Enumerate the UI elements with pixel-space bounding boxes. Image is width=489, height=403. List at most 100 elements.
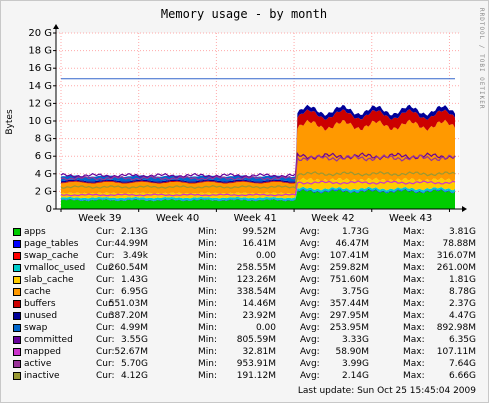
legend-cur-label: Cur: <box>96 263 115 273</box>
x-tick-label: Week 41 <box>234 213 277 224</box>
legend-cur-label: Cur: <box>96 239 115 249</box>
legend-avg-label: Avg: <box>300 299 320 309</box>
legend-row-cache: cache Cur: 6.95G Min: 338.54M Avg: 3.75G Max: 8.… <box>0 286 489 298</box>
legend-min-value: 338.54M <box>236 287 276 297</box>
line-series <box>60 78 456 197</box>
area-cache <box>61 119 455 195</box>
area-slab_cache <box>61 177 455 199</box>
area-apps <box>61 189 455 209</box>
legend-avg-value: 3.33G <box>341 335 369 345</box>
legend-swatch <box>13 300 21 308</box>
line-active <box>60 154 456 181</box>
legend-cur-value: 5.70G <box>120 359 148 369</box>
legend-min-value: 16.41M <box>242 239 276 249</box>
legend-row-slab_cache: slab_cache Cur: 1.43G Min: 123.26M Avg: 751.60… <box>0 274 489 286</box>
legend-avg-value: 357.44M <box>329 299 369 309</box>
legend-row-vmalloc_used: vmalloc_used Cur: 260.54M Min: 258.55M Avg: 25… <box>0 262 489 274</box>
area-buffers <box>61 109 455 184</box>
legend-cur-label: Cur: <box>96 227 115 237</box>
legend-swatch <box>13 252 21 260</box>
legend-avg-label: Avg: <box>300 227 320 237</box>
legend-avg-value: 58.90M <box>335 347 369 357</box>
x-axis-arrow <box>462 206 467 212</box>
y-tick-label: 0 <box>46 204 52 215</box>
legend-swatch <box>13 228 21 236</box>
legend-max-value: 316.07M <box>436 251 476 261</box>
legend-swatch <box>13 360 21 368</box>
legend-min-value: 23.92M <box>242 311 276 321</box>
legend-max-value: 107.11M <box>436 347 476 357</box>
legend-max-label: Max: <box>403 287 425 297</box>
legend-max-value: 7.64G <box>448 359 476 369</box>
legend-cur-value: 3.55G <box>120 335 148 345</box>
legend-series-name: committed <box>24 335 73 345</box>
legend-series-name: cache <box>24 287 51 297</box>
legend-row-committed: committed Cur: 3.55G Min: 805.59M Avg: 3.33G Ma… <box>0 334 489 346</box>
legend-min-value: 805.59M <box>236 335 276 345</box>
legend-max-label: Max: <box>403 323 425 333</box>
legend-cur-label: Cur: <box>96 287 115 297</box>
legend-min-value: 32.81M <box>242 347 276 357</box>
last-update: Last update: Sun Oct 25 15:45:04 2009 <box>297 386 476 396</box>
x-tick-label: Week 40 <box>156 213 199 224</box>
legend-series-name: apps <box>24 227 46 237</box>
legend-min-label: Min: <box>198 287 218 297</box>
legend-min-label: Min: <box>198 335 218 345</box>
legend-max-label: Max: <box>403 263 425 273</box>
y-tick-label: 20 G <box>28 28 52 39</box>
legend-cur-label: Cur: <box>96 371 115 381</box>
legend-avg-label: Avg: <box>300 371 320 381</box>
legend-row-mapped: mapped Cur: 52.67M Min: 32.81M Avg: 58.90M Max:… <box>0 346 489 358</box>
legend-cur-label: Cur: <box>96 311 115 321</box>
legend-avg-label: Avg: <box>300 251 320 261</box>
legend-cur-value: 260.54M <box>108 263 148 273</box>
legend-cur-label: Cur: <box>96 347 115 357</box>
chart-title: Memory usage - by month <box>161 7 327 21</box>
legend-series-name: slab_cache <box>24 275 74 285</box>
legend-avg-label: Avg: <box>300 311 320 321</box>
legend-swatch <box>13 324 21 332</box>
legend-avg-value: 1.73G <box>341 227 369 237</box>
legend-row-swap: swap Cur: 4.99M Min: 0.00 Avg: 253.95M Max: 892.… <box>0 322 489 334</box>
legend-max-value: 892.98M <box>436 323 476 333</box>
area-vmalloc_used <box>61 186 455 201</box>
legend-min-value: 258.55M <box>236 263 276 273</box>
legend-swatch <box>13 348 21 356</box>
y-tick-label: 16 G <box>28 63 52 74</box>
legend-max-label: Max: <box>403 251 425 261</box>
legend-avg-value: 751.60M <box>329 275 369 285</box>
legend-max-label: Max: <box>403 311 425 321</box>
legend-cur-value: 6.95G <box>120 287 148 297</box>
legend-max-value: 78.88M <box>442 239 476 249</box>
legend-avg-label: Avg: <box>300 347 320 357</box>
legend-avg-value: 253.95M <box>329 323 369 333</box>
legend-cur-label: Cur: <box>96 275 115 285</box>
legend-row-page_tables: page_tables Cur: 44.99M Min: 16.41M Avg: 46.47… <box>0 238 489 250</box>
legend-series-name: mapped <box>24 347 61 357</box>
legend-avg-label: Avg: <box>300 275 320 285</box>
legend-avg-label: Avg: <box>300 335 320 345</box>
legend-cur-value: 387.20M <box>108 311 148 321</box>
legend-cur-label: Cur: <box>96 251 115 261</box>
legend-cur-value: 2.13G <box>120 227 148 237</box>
legend-row-apps: apps Cur: 2.13G Min: 99.52M Avg: 1.73G Max: 3.81… <box>0 226 489 238</box>
x-tick-label: Week 39 <box>78 213 121 224</box>
legend-series-name: swap <box>24 323 48 333</box>
legend-cur-value: 551.03M <box>108 299 148 309</box>
legend-cur-label: Cur: <box>96 335 115 345</box>
legend-min-label: Min: <box>198 227 218 237</box>
legend-avg-value: 259.82M <box>329 263 369 273</box>
legend-max-value: 6.35G <box>448 335 476 345</box>
axes: 0 2 G 4 G 6 G 8 G 10 G 12 G 14 G 16 G 18 G 20 G Wee… <box>28 24 467 224</box>
legend-min-value: 123.26M <box>236 275 276 285</box>
legend-max-label: Max: <box>403 239 425 249</box>
legend-min-label: Min: <box>198 323 218 333</box>
legend-min-label: Min: <box>198 299 218 309</box>
legend-avg-label: Avg: <box>300 263 320 273</box>
legend-min-label: Min: <box>198 251 218 261</box>
legend-avg-label: Avg: <box>300 359 320 369</box>
legend-max-label: Max: <box>403 227 425 237</box>
legend-max-label: Max: <box>403 335 425 345</box>
legend-series-name: buffers <box>24 299 56 309</box>
y-tick-label: 6 G <box>35 151 52 162</box>
